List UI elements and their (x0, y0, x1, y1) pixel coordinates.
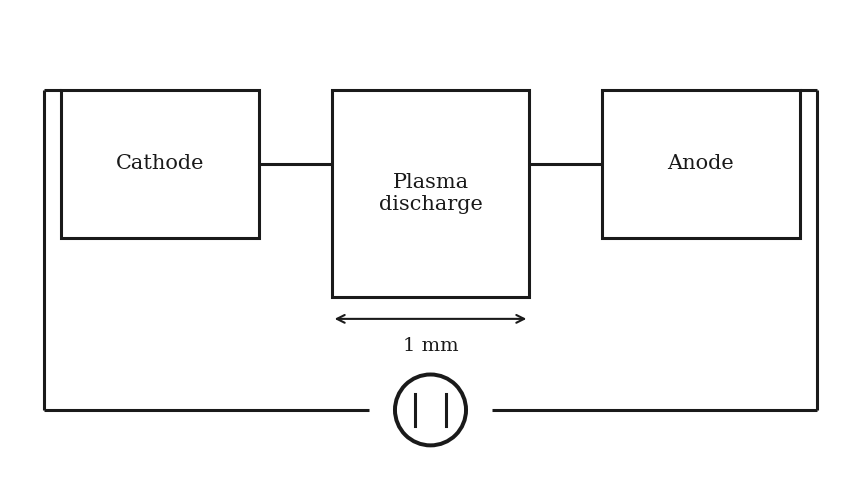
Bar (331, 90, 530, 297)
Ellipse shape (395, 375, 466, 446)
Bar (61, 90, 259, 238)
Text: Cathode: Cathode (116, 154, 204, 173)
Text: Anode: Anode (667, 154, 734, 173)
Text: Plasma
discharge: Plasma discharge (379, 173, 482, 214)
Bar (602, 90, 800, 238)
Text: 1 mm: 1 mm (403, 337, 458, 355)
